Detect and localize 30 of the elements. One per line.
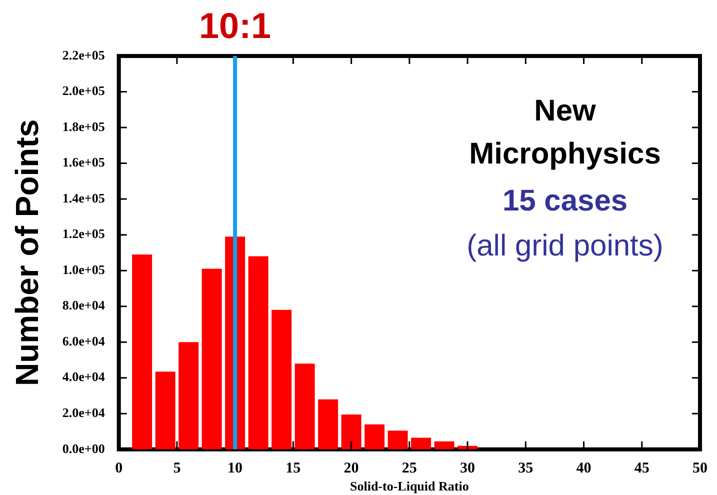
y-tick-label: 1.0e+05 — [62, 262, 106, 277]
x-tick-label: 30 — [460, 460, 476, 476]
y-tick-label: 1.4e+05 — [62, 190, 106, 206]
x-tick-label: 45 — [634, 460, 650, 476]
x-tick-label: 35 — [518, 460, 534, 476]
annotation: 15 cases — [502, 184, 628, 218]
x-tick-label: 25 — [402, 460, 417, 476]
y-tick-label: 1.8e+05 — [62, 118, 106, 134]
x-tick-label: 0 — [115, 460, 123, 476]
y-tick-label: 6.0e+04 — [62, 333, 106, 348]
annotation: (all grid points) — [466, 229, 664, 262]
y-axis-title: Number of Points — [9, 119, 46, 386]
x-tick-label: 5 — [173, 460, 181, 476]
y-tick-label: 2.0e+04 — [62, 404, 106, 420]
ref-line-label: 10:1 — [199, 4, 272, 46]
y-tick-label: 2.0e+05 — [62, 83, 106, 98]
annotation: Microphysics — [469, 137, 661, 170]
x-axis-title: Solid-to-Liquid Ratio — [350, 478, 469, 494]
y-tick-label: 2.2e+05 — [62, 47, 106, 62]
y-tick-label: 0.0e+00 — [62, 440, 105, 456]
x-tick-label: 10 — [228, 460, 243, 476]
x-tick-label: 15 — [286, 460, 301, 476]
x-tick-label: 40 — [576, 460, 592, 476]
y-tick-label: 1.2e+05 — [62, 226, 106, 242]
annotation: New — [534, 94, 597, 128]
y-tick-label: 4.0e+04 — [62, 369, 106, 384]
x-tick-label: 50 — [692, 460, 708, 476]
x-tick-label: 20 — [344, 460, 359, 476]
y-tick-label: 8.0e+04 — [62, 298, 106, 313]
y-tick-label: 1.6e+05 — [62, 154, 106, 170]
